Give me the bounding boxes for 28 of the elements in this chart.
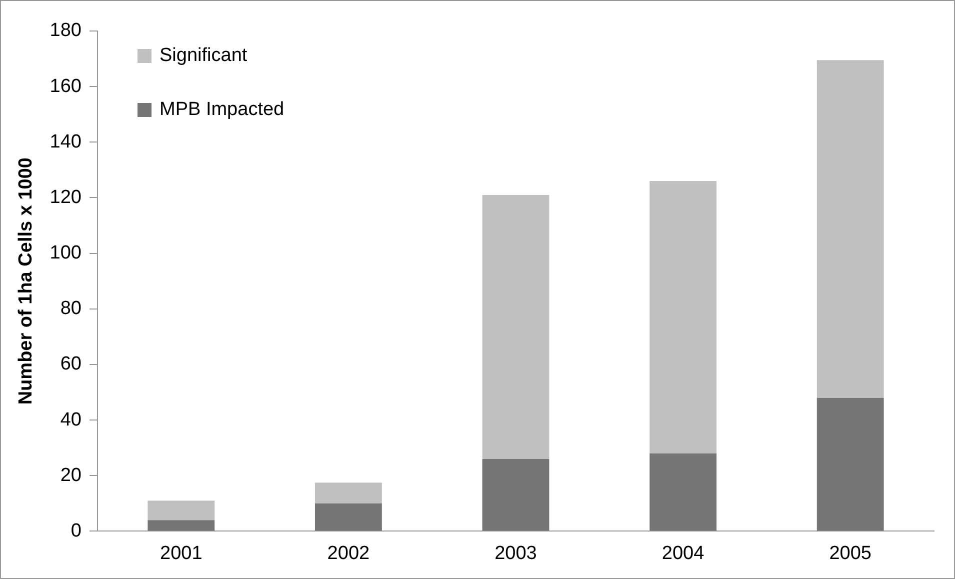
y-tick-label: 120	[50, 186, 82, 208]
legend-label: MPB Impacted	[160, 99, 284, 120]
bar	[482, 194, 550, 459]
bar	[314, 503, 382, 531]
y-tick-label: 100	[50, 242, 82, 264]
bar	[482, 458, 550, 531]
y-tick-label: 160	[50, 76, 82, 97]
y-tick-label: 20	[60, 464, 82, 486]
x-tick-label: 2002	[327, 542, 370, 564]
legend-label: Significant	[160, 45, 248, 66]
x-tick-label: 2004	[662, 542, 705, 564]
x-tick-label: 2001	[160, 542, 202, 564]
bar	[650, 181, 717, 454]
bar	[148, 520, 215, 531]
bar	[816, 60, 884, 398]
y-tick-label: 180	[50, 20, 82, 42]
bar	[314, 482, 382, 504]
bar	[148, 500, 215, 520]
bar	[816, 398, 884, 531]
y-tick-label: 40	[60, 409, 82, 430]
y-tick-label: 60	[60, 354, 82, 375]
y-axis-title: Number of 1ha Cells x 1000	[16, 158, 37, 405]
bar	[650, 453, 717, 531]
y-tick-label: 80	[60, 298, 82, 320]
y-tick-label: 0	[70, 520, 82, 542]
x-tick-label: 2003	[494, 542, 537, 564]
x-tick-label: 2005	[829, 542, 872, 564]
y-tick-label: 140	[50, 131, 82, 152]
